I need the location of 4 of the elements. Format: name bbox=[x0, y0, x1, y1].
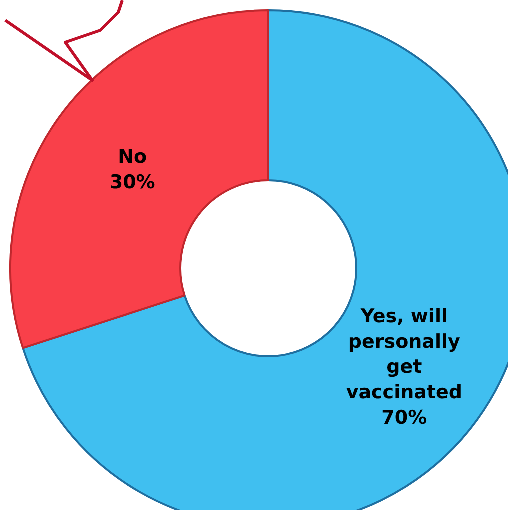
data-label: 30% bbox=[110, 171, 156, 194]
slice-label: Yes, will personally get vaccinated bbox=[346, 306, 463, 404]
slice-label: No bbox=[118, 146, 148, 168]
data-label: 70% bbox=[382, 406, 428, 429]
